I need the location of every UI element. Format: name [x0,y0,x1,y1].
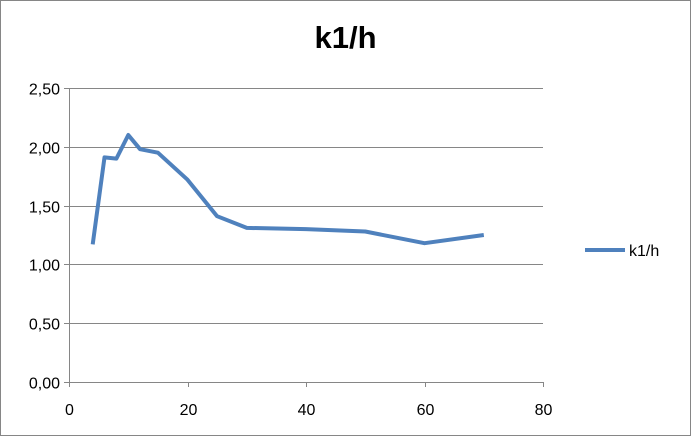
data-point [186,178,190,182]
data-point [245,226,249,230]
x-tick-label: 0 [65,402,74,419]
data-point [156,151,160,155]
legend-label: k1/h [629,243,659,260]
y-tick-label: 2,50 [29,82,60,99]
y-tick-label: 1,50 [29,200,60,217]
data-point [304,227,308,231]
data-point [138,147,142,151]
data-point [423,241,427,245]
data-point [215,214,219,218]
data-point [363,230,367,234]
x-tick-label: 20 [180,402,198,419]
data-point [91,242,95,246]
tick-labels: 0,00 0,50 1,00 1,50 2,00 2,50 0 20 40 60 80 [29,82,553,420]
x-tick-label: 80 [535,402,553,419]
data-point [114,157,118,161]
data-point [126,133,130,137]
gridlines [69,88,543,324]
data-point [482,233,486,237]
axes [64,88,544,387]
y-tick-label: 2,00 [29,141,60,158]
y-tick-label: 0,00 [29,376,60,393]
data-point [103,155,107,159]
x-tick-label: 60 [417,402,435,419]
legend: k1/h [585,243,659,260]
x-tick-label: 40 [298,402,316,419]
series-lines [90,133,486,246]
chart-title: k1/h [314,20,377,55]
y-tick-label: 0,50 [29,317,60,334]
y-tick-label: 1,00 [29,258,60,275]
series-line-0 [90,133,485,246]
